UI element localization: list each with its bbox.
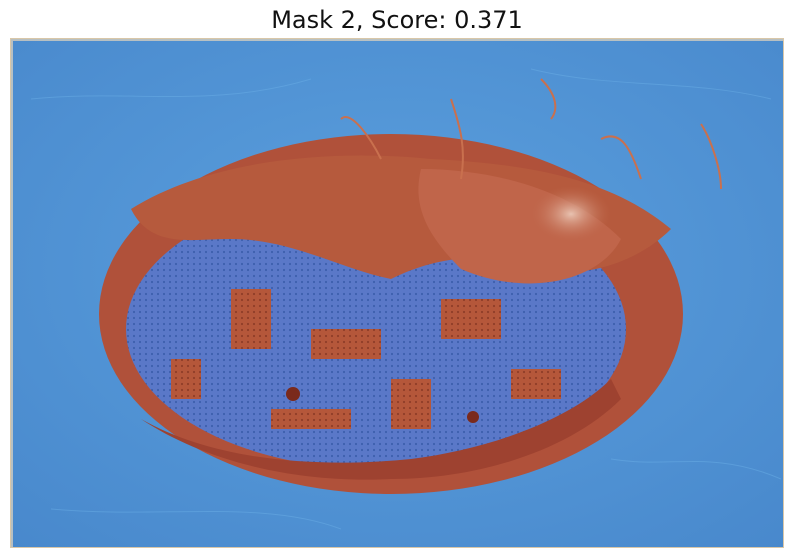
surface-texture <box>30 68 782 530</box>
image-border <box>11 39 783 547</box>
figure-title: Mask 2, Score: 0.371 <box>271 6 523 34</box>
strands <box>340 78 722 190</box>
masked-image-canvas <box>11 39 783 547</box>
masked-image <box>10 38 784 548</box>
object-patches <box>131 155 671 480</box>
